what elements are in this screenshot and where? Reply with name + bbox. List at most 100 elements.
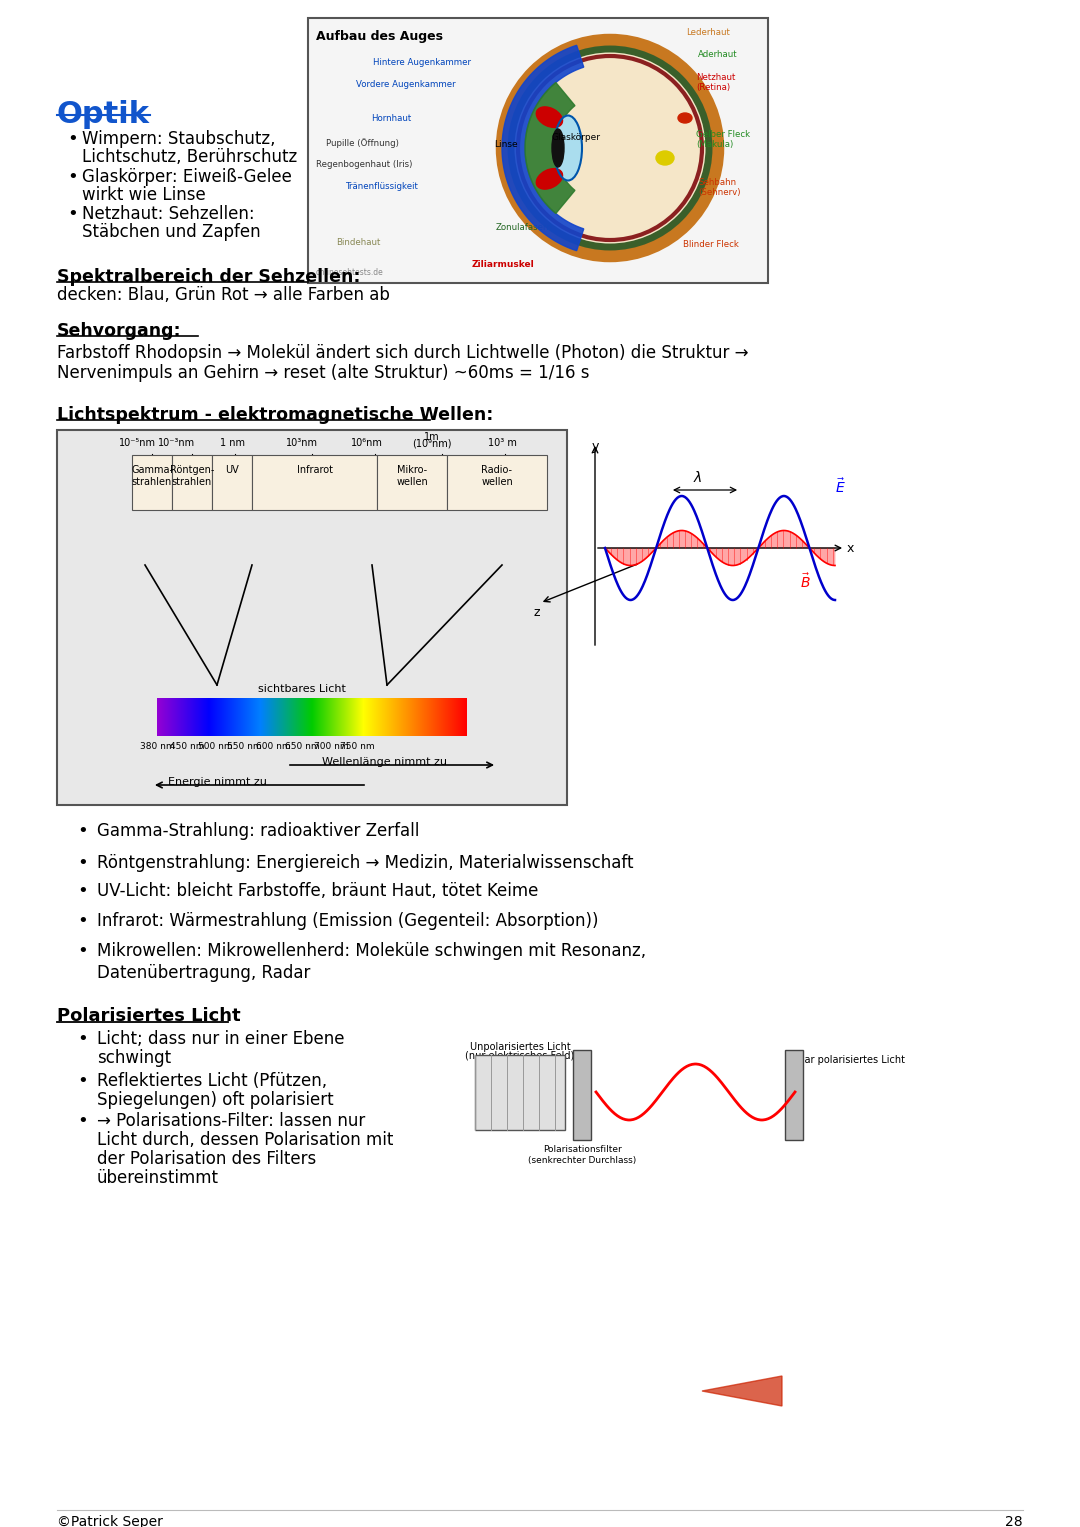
Text: Aderhaut: Aderhaut — [698, 50, 738, 60]
Text: •: • — [77, 822, 87, 840]
Text: Pupille (Öffnung): Pupille (Öffnung) — [326, 137, 399, 148]
Ellipse shape — [537, 168, 563, 189]
Text: Röntgen-
strahlen: Röntgen- strahlen — [170, 466, 214, 487]
Bar — [573, 1051, 591, 1141]
Text: •: • — [77, 1031, 87, 1048]
Text: Reflektiertes Licht (Pfützen,: Reflektiertes Licht (Pfützen, — [97, 1072, 327, 1090]
Text: der Polarisation des Filters: der Polarisation des Filters — [97, 1150, 316, 1168]
Text: Polarisationsfilter: Polarisationsfilter — [542, 1145, 621, 1154]
Text: Glaskörper: Glaskörper — [552, 133, 600, 142]
Text: •: • — [77, 883, 87, 899]
Text: onlinesehtests.de: onlinesehtests.de — [316, 269, 383, 276]
Ellipse shape — [554, 116, 582, 180]
Text: Farbstoff Rhodopsin → Molekül ändert sich durch Lichtwelle (Photon) die Struktur: Farbstoff Rhodopsin → Molekül ändert sic… — [57, 344, 748, 362]
Text: 380 nm: 380 nm — [139, 742, 174, 751]
Text: Polarisiertes Licht: Polarisiertes Licht — [57, 1006, 241, 1025]
Text: •: • — [77, 854, 87, 872]
Ellipse shape — [537, 107, 563, 127]
Text: Licht durch, dessen Polarisation mit: Licht durch, dessen Polarisation mit — [97, 1132, 393, 1148]
Text: •: • — [67, 130, 78, 148]
Text: Linse: Linse — [495, 140, 517, 150]
Text: Wimpern: Staubschutz,: Wimpern: Staubschutz, — [82, 130, 275, 148]
Text: Lederhaut: Lederhaut — [686, 27, 730, 37]
Text: (nur elektrisches Feld): (nur elektrisches Feld) — [465, 1051, 575, 1060]
Text: Lichtschutz, Berührschutz: Lichtschutz, Berührschutz — [82, 148, 297, 166]
Text: Blinder Fleck: Blinder Fleck — [683, 240, 739, 249]
Text: wirkt wie Linse: wirkt wie Linse — [82, 186, 206, 205]
Text: Unpolarisiertes Licht: Unpolarisiertes Licht — [470, 1041, 570, 1052]
Text: 28: 28 — [1005, 1515, 1023, 1527]
Text: 10⁻⁵nm: 10⁻⁵nm — [119, 438, 156, 447]
Text: •: • — [67, 168, 78, 186]
Text: Energie nimmt zu: Energie nimmt zu — [167, 777, 267, 786]
Text: 700 nm: 700 nm — [313, 742, 349, 751]
Circle shape — [502, 40, 718, 257]
Polygon shape — [702, 1376, 782, 1406]
Text: Infrarot: Infrarot — [297, 466, 333, 475]
Bar — [212, 455, 252, 510]
Text: übereinstimmt: übereinstimmt — [97, 1170, 219, 1186]
Bar — [785, 1051, 804, 1141]
Bar — [132, 455, 172, 510]
Text: 10⁻³nm: 10⁻³nm — [159, 438, 195, 447]
Text: Optik: Optik — [57, 99, 150, 128]
Text: Datenübertragung, Radar: Datenübertragung, Radar — [97, 964, 310, 982]
Bar — [172, 455, 212, 510]
Text: •: • — [77, 1072, 87, 1090]
Text: Bindehaut: Bindehaut — [336, 238, 380, 247]
Text: $\lambda$: $\lambda$ — [693, 470, 702, 486]
Text: Netzhaut
(Retina): Netzhaut (Retina) — [696, 73, 735, 93]
Text: Wellenlänge nimmt zu: Wellenlänge nimmt zu — [322, 757, 447, 767]
Polygon shape — [525, 82, 575, 214]
Text: Infrarot: Wärmestrahlung (Emission (Gegenteil: Absorption)): Infrarot: Wärmestrahlung (Emission (Gege… — [97, 912, 598, 930]
Text: Sehbahn
(Sehnerv): Sehbahn (Sehnerv) — [698, 179, 741, 197]
Text: decken: Blau, Grün Rot → alle Farben ab: decken: Blau, Grün Rot → alle Farben ab — [57, 286, 390, 304]
Text: UV-Licht: bleicht Farbstoffe, bräunt Haut, tötet Keime: UV-Licht: bleicht Farbstoffe, bräunt Hau… — [97, 883, 538, 899]
Text: Zonulafasern: Zonulafasern — [496, 223, 553, 232]
Text: ©Patrick Seper: ©Patrick Seper — [57, 1515, 163, 1527]
Text: Röntgenstrahlung: Energiereich → Medizin, Materialwissenschaft: Röntgenstrahlung: Energiereich → Medizin… — [97, 854, 634, 872]
Text: Hornhaut: Hornhaut — [372, 115, 411, 124]
Text: Stäbchen und Zapfen: Stäbchen und Zapfen — [82, 223, 260, 241]
Text: → Polarisations-Filter: lassen nur: → Polarisations-Filter: lassen nur — [97, 1112, 365, 1130]
Text: Vordere Augenkammer: Vordere Augenkammer — [356, 79, 456, 89]
Bar — [57, 431, 567, 805]
Bar — [447, 455, 546, 510]
Text: Hintere Augenkammer: Hintere Augenkammer — [373, 58, 471, 67]
Text: •: • — [67, 205, 78, 223]
Text: 650 nm: 650 nm — [285, 742, 320, 751]
Text: Lichtspektrum - elektromagnetische Wellen:: Lichtspektrum - elektromagnetische Welle… — [57, 406, 494, 425]
Text: 750 nm: 750 nm — [340, 742, 375, 751]
Text: 450 nm: 450 nm — [170, 742, 204, 751]
Text: Radio-
wellen: Radio- wellen — [481, 466, 513, 487]
Text: Gamma-Strahlung: radioaktiver Zerfall: Gamma-Strahlung: radioaktiver Zerfall — [97, 822, 419, 840]
Text: Netzhaut: Sehzellen:: Netzhaut: Sehzellen: — [82, 205, 255, 223]
Text: Regenbogenhaut (Iris): Regenbogenhaut (Iris) — [316, 160, 413, 169]
Text: Spektralbereich der Sehzellen:: Spektralbereich der Sehzellen: — [57, 269, 361, 286]
Text: (10⁹nm): (10⁹nm) — [413, 438, 451, 447]
Text: Glaskörper: Eiweiß-Gelee: Glaskörper: Eiweiß-Gelee — [82, 168, 292, 186]
Text: 10³ m: 10³ m — [487, 438, 516, 447]
Text: Mikrowellen: Mikrowellenherd: Moleküle schwingen mit Resonanz,: Mikrowellen: Mikrowellenherd: Moleküle s… — [97, 942, 646, 960]
Text: Licht; dass nur in einer Ebene: Licht; dass nur in einer Ebene — [97, 1031, 345, 1048]
Ellipse shape — [552, 128, 564, 166]
Text: schwingt: schwingt — [97, 1049, 171, 1067]
Bar — [377, 455, 447, 510]
Text: 10³nm: 10³nm — [286, 438, 318, 447]
Text: 600 nm: 600 nm — [256, 742, 291, 751]
Text: Tränenflüssigkeit: Tränenflüssigkeit — [346, 182, 419, 191]
Text: Sehvorgang:: Sehvorgang: — [57, 322, 181, 341]
Text: $\vec{B}$: $\vec{B}$ — [799, 573, 810, 591]
Polygon shape — [502, 46, 583, 250]
Text: Linear polarisiertes Licht: Linear polarisiertes Licht — [784, 1055, 905, 1064]
Text: 10⁶nm: 10⁶nm — [351, 438, 383, 447]
Text: (senkrechter Durchlass): (senkrechter Durchlass) — [528, 1156, 636, 1165]
Bar — [475, 1055, 565, 1130]
Text: Aufbau des Auges: Aufbau des Auges — [316, 31, 443, 43]
Text: z: z — [534, 606, 540, 618]
Text: Gelber Fleck
(Makula): Gelber Fleck (Makula) — [696, 130, 751, 150]
Text: Gamma-
strahlen: Gamma- strahlen — [131, 466, 173, 487]
Text: 550 nm: 550 nm — [227, 742, 261, 751]
Bar — [252, 455, 377, 510]
Text: Spiegelungen) oft polarisiert: Spiegelungen) oft polarisiert — [97, 1090, 334, 1109]
